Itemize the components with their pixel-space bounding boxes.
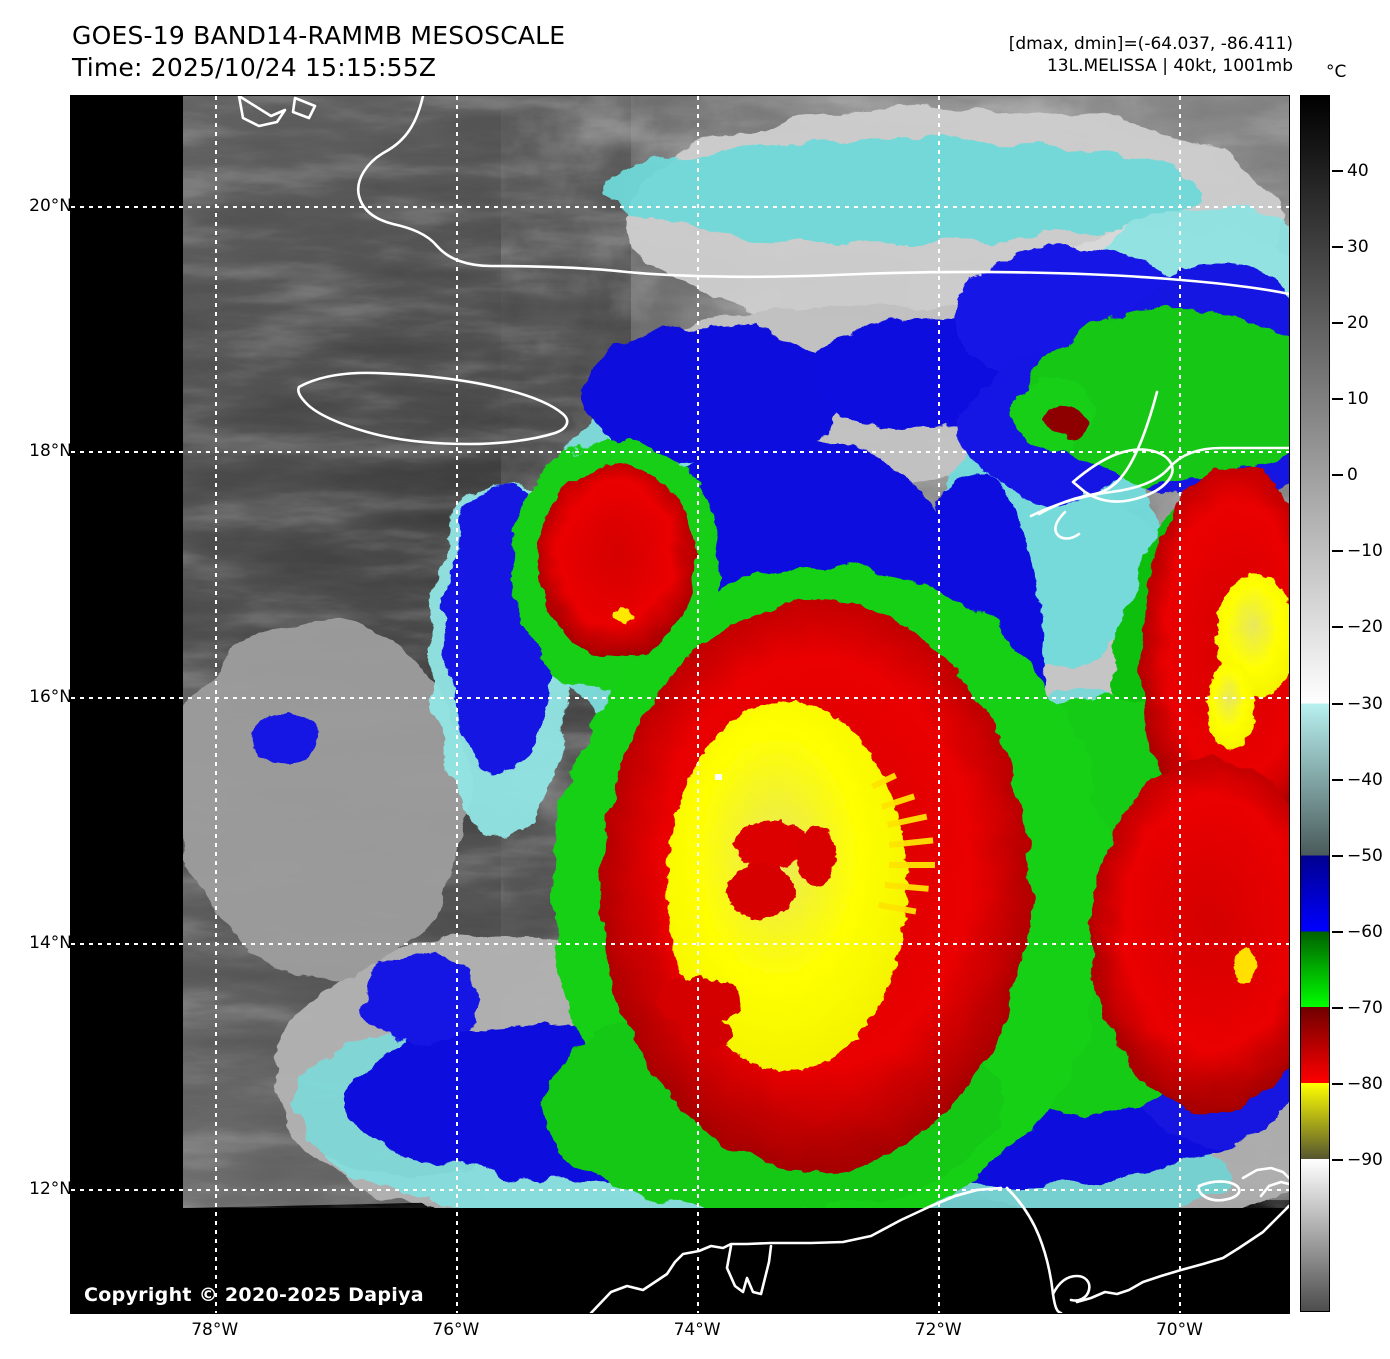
colorbar-tick-label: −90 [1347, 1149, 1383, 1170]
colorbar-tick-label: 40 [1347, 161, 1369, 182]
colorbar-tick-mark [1332, 626, 1343, 629]
lon-tick-label: 72°W [914, 1320, 962, 1340]
page-title: GOES-19 BAND14-RAMMB MESOSCALE Time: 202… [72, 20, 565, 84]
colorbar-tick-mark [1332, 398, 1343, 401]
timestamp: Time: 2025/10/24 15:15:55Z [72, 53, 437, 82]
lon-tick-label: 70°W [1155, 1320, 1203, 1340]
storm-center-marker [715, 774, 722, 780]
colorbar-tick-label: 30 [1347, 237, 1369, 258]
lon-tick-label: 78°W [191, 1320, 239, 1340]
colorbar-tick-mark [1332, 322, 1343, 325]
satellite-imagery-plot[interactable]: Copyright © 2020-2025 Dapiya [70, 95, 1290, 1314]
colorbar-tick-label: −40 [1347, 769, 1383, 790]
colorbar-tick-label: −70 [1347, 997, 1383, 1018]
storm-info-label: 13L.MELISSA | 40kt, 1001mb [1046, 56, 1293, 76]
lat-tick-label: 14°N [29, 933, 72, 954]
product-title: GOES-19 BAND14-RAMMB MESOSCALE [72, 21, 566, 50]
colorbar-tick-mark [1332, 246, 1343, 249]
colorbar-tick-mark [1332, 1006, 1343, 1009]
colorbar-tick-label: −30 [1347, 693, 1383, 714]
data-range-label: [dmax, dmin]=(-64.037, -86.411) [1008, 34, 1293, 54]
colorbar-tick-mark [1332, 170, 1343, 173]
colorbar-tick-label: −60 [1347, 921, 1383, 942]
colorbar-tick-label: 10 [1347, 389, 1369, 410]
lat-tick-label: 16°N [29, 687, 72, 708]
metadata-block: [dmax, dmin]=(-64.037, -86.411) 13L.MELI… [1009, 33, 1293, 77]
lat-tick-label: 20°N [29, 195, 72, 216]
colorbar-tick-label: 20 [1347, 313, 1369, 334]
infrared-satellite-image [71, 96, 1289, 1313]
lat-tick-label: 18°N [29, 441, 72, 462]
colorbar-tick-mark [1332, 550, 1343, 553]
colorbar-tick-label: −10 [1347, 541, 1383, 562]
lat-tick-label: 12°N [29, 1179, 72, 1200]
lon-tick-label: 76°W [432, 1320, 480, 1340]
copyright-label: Copyright © 2020-2025 Dapiya [84, 1284, 424, 1306]
coastline-bottom-overlay [589, 1166, 1289, 1313]
colorbar-tick-mark [1332, 702, 1343, 705]
colorbar-tick-mark [1332, 1158, 1343, 1161]
lon-tick-label: 74°W [673, 1320, 721, 1340]
colorbar-tick-mark [1332, 1082, 1343, 1085]
colorbar-gradient [1301, 96, 1329, 1311]
colorbar-tick-mark [1332, 474, 1343, 477]
colorbar-tick-label: 0 [1347, 465, 1358, 486]
colorbar-unit-label: °C [1326, 62, 1347, 82]
colorbar-tick-label: −80 [1347, 1073, 1383, 1094]
temperature-colorbar[interactable] [1300, 95, 1330, 1312]
colorbar-tick-mark [1332, 930, 1343, 933]
colorbar-tick-mark [1332, 854, 1343, 857]
colorbar-tick-label: −20 [1347, 617, 1383, 638]
image-swath [171, 96, 1289, 1313]
colorbar-tick-label: −50 [1347, 845, 1383, 866]
core-striations [871, 772, 935, 915]
colorbar-tick-mark [1332, 778, 1343, 781]
